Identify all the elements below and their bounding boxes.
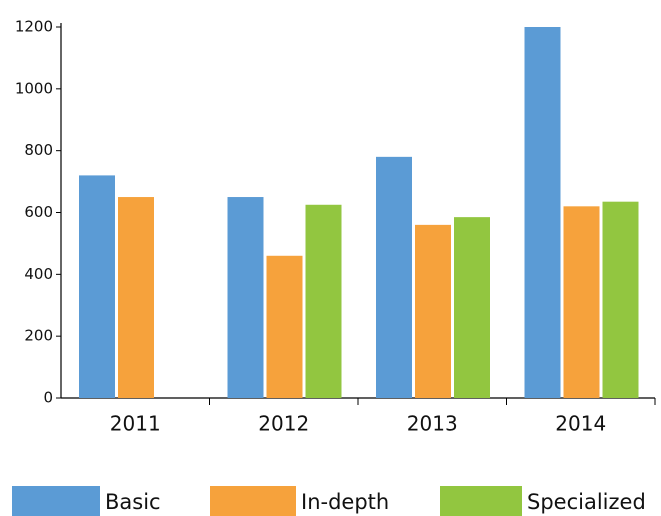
bar	[563, 206, 600, 398]
bar	[415, 224, 451, 398]
y-tick-label: 800	[24, 141, 53, 159]
bar	[602, 201, 639, 398]
y-tick-label: 200	[24, 327, 53, 345]
x-tick-label: 2011	[110, 412, 161, 436]
legend-swatch	[440, 486, 522, 516]
x-tick-label: 2012	[258, 412, 309, 436]
bar	[524, 27, 561, 398]
legend-swatch	[210, 486, 296, 516]
bar	[266, 255, 303, 398]
x-tick-label: 2014	[555, 412, 606, 436]
bar	[79, 175, 115, 398]
legend-label: Basic	[105, 490, 161, 514]
y-tick-label: 1000	[15, 79, 53, 97]
y-tick-label: 400	[24, 265, 53, 283]
bar	[376, 156, 412, 398]
y-tick-label: 600	[24, 203, 53, 221]
bar	[454, 217, 490, 398]
bar	[227, 197, 264, 398]
bar	[118, 197, 154, 398]
x-tick-label: 2013	[407, 412, 458, 436]
legend-swatch	[12, 486, 100, 516]
legend-label: In-depth	[301, 490, 389, 514]
legend-label: Specialized	[527, 490, 646, 514]
y-tick-label: 0	[43, 389, 53, 407]
y-tick-label: 1200	[15, 18, 53, 36]
bar	[305, 204, 342, 398]
